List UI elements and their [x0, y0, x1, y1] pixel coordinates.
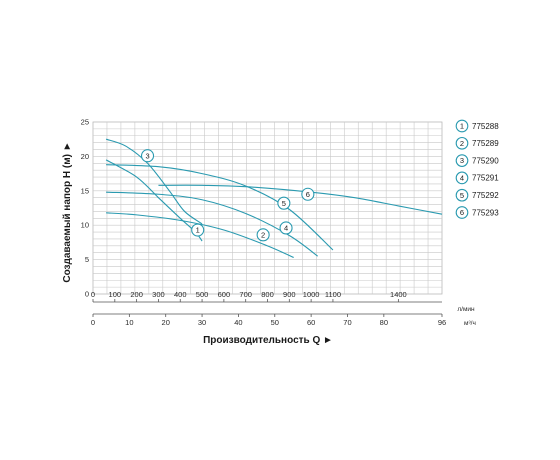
- badge-label-775293: 6: [306, 190, 310, 199]
- legend-badge-label: 3: [460, 156, 464, 165]
- legend-item-775291: 775291: [472, 174, 499, 183]
- y-tick-label: 5: [85, 255, 89, 264]
- legend-item-775290: 775290: [472, 156, 499, 165]
- legend-item-775289: 775289: [472, 139, 499, 148]
- series-line-775290: [105, 138, 203, 225]
- legend-badge-label: 5: [460, 191, 464, 200]
- x-tick-label: 100: [109, 290, 122, 299]
- x-tick-label: 1000: [303, 290, 320, 299]
- badge-circle-775293: [301, 187, 315, 201]
- x-tick-label: 0: [91, 290, 95, 299]
- x-tick-label: 1100: [325, 290, 341, 299]
- legend-badge-775290: [455, 154, 469, 167]
- legend: 1 775288 2 775289 3 775290 4 775291 5 775292 6 7752…: [455, 119, 499, 219]
- x-axis-secondary-ticks: 0 10 20 30 40 50 60 70 80 96: [91, 313, 446, 327]
- x-secondary-tick-label: 60: [307, 318, 315, 327]
- series-line-775291: [106, 191, 318, 257]
- y-axis-ticks: 0 5 10 15 20 25: [81, 118, 89, 299]
- x-secondary-tick-label: 20: [162, 318, 170, 327]
- legend-badge-label: 2: [460, 139, 464, 148]
- y-tick-label: 25: [81, 118, 89, 127]
- series-line-775292: [106, 164, 334, 251]
- y-tick-label: 20: [81, 152, 89, 161]
- x-secondary-tick-label: 70: [343, 318, 351, 327]
- x-axis-title: Производительность Q ►: [203, 335, 333, 346]
- x-secondary-tick-label: 10: [125, 318, 133, 327]
- x-secondary-tick-label: 40: [234, 318, 242, 327]
- x-tick-label: 800: [261, 290, 274, 299]
- x-secondary-tick-label: 0: [91, 318, 95, 327]
- y-tick-label: 10: [81, 221, 89, 230]
- legend-item-775293: 775293: [472, 208, 499, 217]
- x-tick-label: 600: [218, 290, 231, 299]
- x-tick-label: 1400: [390, 290, 407, 299]
- legend-badge-label: 4: [460, 174, 464, 183]
- legend-item-775292: 775292: [472, 191, 499, 200]
- badge-circle-775288: [191, 223, 205, 237]
- legend-badge-775291: [455, 171, 469, 185]
- badge-label-775288: 1: [196, 226, 200, 235]
- x-tick-label: 400: [174, 290, 187, 299]
- badge-circle-775292: [277, 196, 291, 210]
- x-secondary-tick-label: 30: [198, 318, 206, 327]
- badge-circle-775290: [140, 149, 155, 163]
- badge-label-775291: 4: [284, 224, 288, 233]
- badge-label-775289: 2: [261, 230, 265, 239]
- series-line-775288: [105, 159, 203, 242]
- series-badges: 1 2 3 4 5 6: [140, 149, 315, 242]
- x-secondary-tick-label: 80: [380, 318, 388, 327]
- plot-frame: [92, 121, 443, 295]
- legend-item-775288: 775288: [472, 122, 499, 131]
- y-tick-label: 15: [81, 186, 89, 195]
- legend-badge-label: 6: [460, 208, 464, 217]
- legend-badge-label: 1: [460, 122, 464, 131]
- x-tick-label: 200: [130, 290, 143, 299]
- legend-badge-775293: [455, 206, 469, 219]
- x-secondary-tick-label: 96: [438, 318, 446, 327]
- x-unit-primary: л/мин: [457, 306, 475, 313]
- x-unit-secondary: м³/ч: [464, 320, 476, 327]
- chart-grid: [92, 121, 443, 295]
- legend-badge-775289: [455, 136, 469, 150]
- legend-badge-775288: [455, 119, 469, 133]
- x-axis-primary-ticks: 0 100 200 300 400 500 600 700 800 900 1000 1100 1400: [91, 290, 442, 303]
- x-tick-label: 700: [239, 290, 252, 299]
- y-axis-title: Создаваемый напор H (м) ►: [62, 141, 73, 282]
- badge-label-775290: 3: [145, 151, 149, 160]
- badge-circle-775289: [256, 228, 270, 242]
- x-tick-label: 500: [196, 290, 209, 299]
- x-tick-label: 300: [152, 290, 165, 299]
- badge-label-775292: 5: [282, 199, 286, 208]
- y-tick-label: 0: [85, 290, 89, 299]
- x-tick-label: 900: [283, 290, 296, 299]
- series-lines: [105, 138, 443, 259]
- badge-circle-775291: [279, 221, 293, 235]
- x-secondary-tick-label: 50: [271, 318, 279, 327]
- series-line-775289: [106, 212, 294, 259]
- legend-badge-775292: [455, 188, 469, 202]
